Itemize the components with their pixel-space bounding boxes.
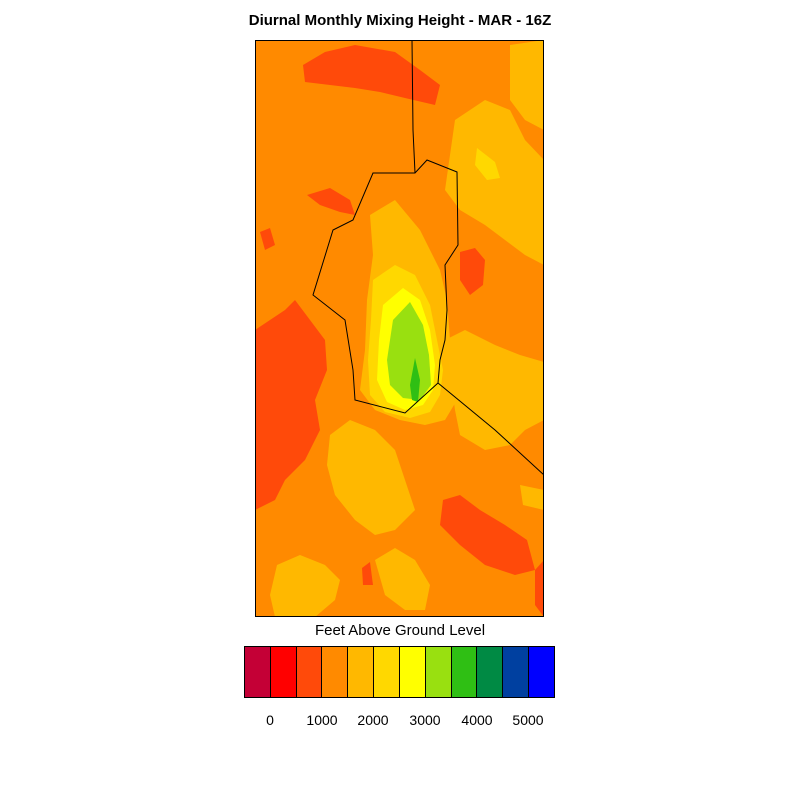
region-outline bbox=[312, 159, 459, 414]
colorbar-tick-5000: 5000 bbox=[512, 712, 544, 728]
map-title: Diurnal Monthly Mixing Height - MAR - 16… bbox=[248, 12, 552, 29]
colorbar-swatch-10 bbox=[503, 647, 530, 697]
mixing-height-map bbox=[255, 40, 544, 617]
colorbar-swatch-1 bbox=[270, 647, 297, 697]
contour-gold-band-ne bbox=[475, 148, 500, 180]
map-frame bbox=[255, 40, 544, 617]
colorbar-title: Feet Above Ground Level bbox=[314, 622, 486, 639]
contour-low-band bbox=[255, 45, 544, 617]
colorbar-tick-0: 0 bbox=[266, 712, 274, 728]
colorbar-swatch-4 bbox=[348, 647, 375, 697]
boundary-lines bbox=[312, 40, 544, 476]
contour-lightgreen-band bbox=[387, 302, 431, 400]
colorbar-swatch-6 bbox=[399, 647, 426, 697]
colorbar-tick-2000: 2000 bbox=[357, 712, 389, 728]
colorbar-swatch-5 bbox=[374, 647, 400, 697]
colorbar-swatch-2 bbox=[296, 647, 323, 697]
contour-green-core bbox=[410, 358, 420, 402]
state-boundary-north bbox=[411, 40, 416, 174]
colorbar-swatch-3 bbox=[322, 647, 349, 697]
colorbar-tick-4000: 4000 bbox=[461, 712, 493, 728]
colorbar-swatch-0 bbox=[245, 647, 271, 697]
state-boundary-southeast bbox=[437, 382, 544, 476]
colorbar bbox=[244, 646, 555, 698]
colorbar-swatch-7 bbox=[425, 647, 452, 697]
colorbar-tick-1000: 1000 bbox=[306, 712, 338, 728]
colorbar-tick-3000: 3000 bbox=[409, 712, 441, 728]
colorbar-swatch-9 bbox=[477, 647, 504, 697]
colorbar-swatch-8 bbox=[451, 647, 478, 697]
colorbar-swatch-11 bbox=[529, 647, 554, 697]
